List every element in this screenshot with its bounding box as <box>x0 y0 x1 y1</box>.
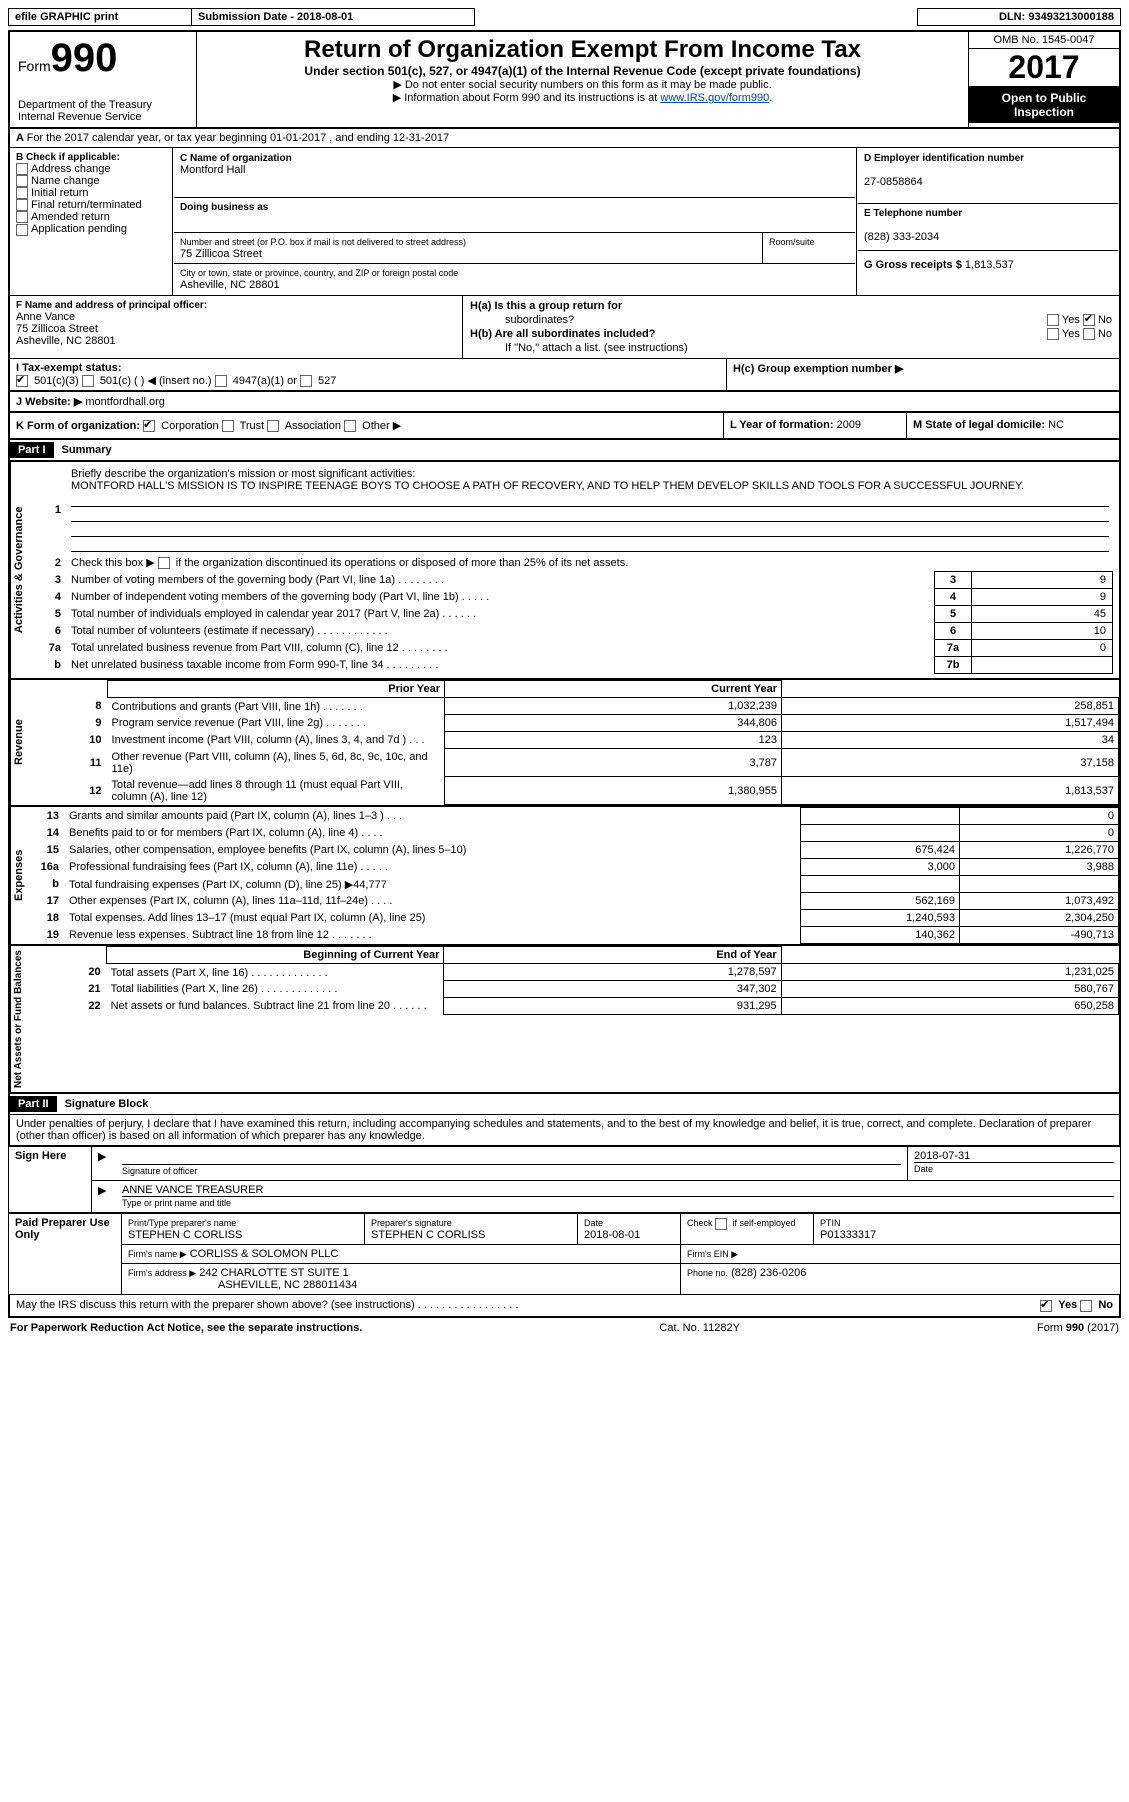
gross-receipts: 1,813,537 <box>965 259 1014 271</box>
discuss-row: May the IRS discuss this return with the… <box>8 1295 1121 1317</box>
form-subtitle: Under section 501(c), 527, or 4947(a)(1)… <box>205 64 960 78</box>
revenue-section: Revenue Prior YearCurrent Year 8Contribu… <box>8 679 1121 806</box>
netassets-label: Net Assets or Fund Balances <box>10 946 26 1092</box>
check-501c[interactable] <box>82 375 94 387</box>
sig-date: 2018-07-31 <box>914 1150 1114 1163</box>
ein: 27-0858864 <box>864 176 923 188</box>
revenue-label: Revenue <box>10 680 27 805</box>
org-address: 75 Zillicoa Street <box>180 248 262 260</box>
check-name-change[interactable] <box>16 175 28 187</box>
check-other[interactable] <box>344 420 356 432</box>
check-initial-return[interactable] <box>16 187 28 199</box>
tax-exempt-row: I Tax-exempt status: 501(c)(3) 501(c) ( … <box>8 358 1121 391</box>
check-hb-yes[interactable] <box>1047 328 1059 340</box>
check-discontinued[interactable] <box>158 557 170 569</box>
org-info-block: B Check if applicable: Address change Na… <box>8 148 1121 295</box>
irs-link[interactable]: www.IRS.gov/form990 <box>660 92 769 104</box>
check-trust[interactable] <box>222 420 234 432</box>
sign-here-block: Sign Here ▶ Signature of officer 2018-07… <box>8 1146 1121 1213</box>
officer-typed-name: ANNE VANCE TREASURER <box>122 1184 1114 1197</box>
check-address-change[interactable] <box>16 163 28 175</box>
irs-label: Internal Revenue Service <box>18 111 188 123</box>
dept-treasury: Department of the Treasury <box>18 99 188 111</box>
website: montfordhall.org <box>85 396 165 408</box>
ptin: P01333317 <box>820 1229 876 1241</box>
page-footer: For Paperwork Reduction Act Notice, see … <box>8 1318 1121 1338</box>
check-ha-no[interactable] <box>1083 314 1095 326</box>
check-final-return[interactable] <box>16 199 28 211</box>
dln: DLN: 93493213000188 <box>918 9 1121 26</box>
check-527[interactable] <box>300 375 312 387</box>
check-4947[interactable] <box>215 375 227 387</box>
form-title: Return of Organization Exempt From Incom… <box>205 36 960 64</box>
mission-text: MONTFORD HALL'S MISSION IS TO INSPIRE TE… <box>71 480 1024 492</box>
check-app-pending[interactable] <box>16 224 28 236</box>
note-info: ▶ Information about Form 990 and its ins… <box>205 91 960 104</box>
check-amended[interactable] <box>16 211 28 223</box>
efile-label: efile GRAPHIC print <box>9 9 192 26</box>
year-formation: 2009 <box>837 419 861 431</box>
submission-date: Submission Date - 2018-08-01 <box>192 9 475 26</box>
form-header: Form990 Department of the Treasury Inter… <box>8 30 1121 129</box>
part-ii-header: Part IISignature Block <box>8 1094 1121 1115</box>
phone: (828) 333-2034 <box>864 231 939 243</box>
netassets-section: Net Assets or Fund Balances Beginning of… <box>8 945 1121 1094</box>
state-domicile: NC <box>1048 419 1064 431</box>
activities-section: Activities & Governance 1Briefly describ… <box>8 461 1121 679</box>
check-discuss-no[interactable] <box>1080 1300 1092 1312</box>
paid-preparer-block: Paid Preparer Use Only Print/Type prepar… <box>8 1213 1121 1295</box>
check-discuss-yes[interactable] <box>1040 1300 1052 1312</box>
activities-label: Activities & Governance <box>10 462 27 678</box>
check-assoc[interactable] <box>267 420 279 432</box>
check-hb-no[interactable] <box>1083 328 1095 340</box>
preparer-name: STEPHEN C CORLISS <box>128 1229 242 1241</box>
org-city: Asheville, NC 28801 <box>180 279 280 291</box>
check-corp[interactable] <box>143 420 155 432</box>
officer-group-block: F Name and address of principal officer:… <box>8 295 1121 358</box>
firm-name: CORLISS & SOLOMON PLLC <box>190 1248 339 1260</box>
officer-name: Anne Vance <box>16 311 75 323</box>
top-bar: efile GRAPHIC print Submission Date - 20… <box>8 8 1121 26</box>
open-public: Open to Public Inspection <box>969 87 1119 123</box>
org-name: Montford Hall <box>180 164 245 176</box>
expenses-label: Expenses <box>10 807 27 944</box>
form-number: Form990 <box>18 36 188 81</box>
firm-phone: (828) 236-0206 <box>731 1267 806 1279</box>
check-ha-yes[interactable] <box>1047 314 1059 326</box>
check-501c3[interactable] <box>16 375 28 387</box>
expenses-section: Expenses 13Grants and similar amounts pa… <box>8 806 1121 945</box>
part-i-header: Part ISummary <box>8 440 1121 461</box>
tax-year: 2017 <box>969 49 1119 87</box>
note-ssn: ▶ Do not enter social security numbers o… <box>205 78 960 91</box>
part-b-label: B Check if applicable: <box>16 152 166 163</box>
klm-row: K Form of organization: Corporation Trus… <box>8 412 1121 440</box>
line-a: A For the 2017 calendar year, or tax yea… <box>8 129 1121 148</box>
website-row: J Website: ▶ montfordhall.org <box>8 391 1121 412</box>
check-self-employed[interactable] <box>715 1218 727 1230</box>
omb-number: OMB No. 1545-0047 <box>969 32 1119 49</box>
penalty-text: Under penalties of perjury, I declare th… <box>8 1115 1121 1146</box>
